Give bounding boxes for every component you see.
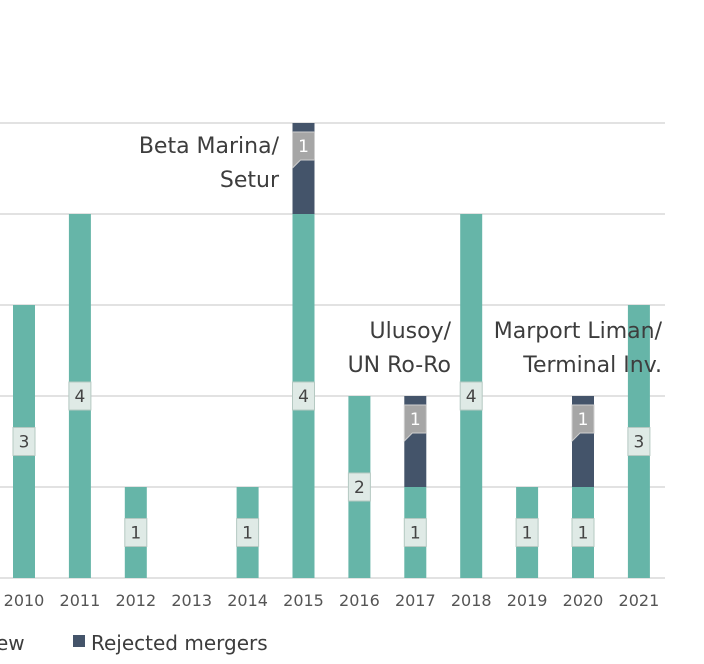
- legend-label-new-reviews: ew: [0, 631, 25, 655]
- data-label-2020-new: 1: [578, 524, 589, 544]
- x-tick-2019: 2019: [507, 591, 548, 610]
- data-label-box-2010-new: [12, 427, 36, 456]
- data-label-box-2015-rejected: [292, 131, 315, 170]
- x-tick-2016: 2016: [339, 591, 380, 610]
- data-label-box-2017-new: [403, 518, 427, 547]
- annotation-2017-line-2: UN Ro-Ro: [348, 353, 451, 378]
- data-label-2012-new: 1: [130, 524, 141, 544]
- data-label-box-2016-new: [347, 472, 371, 502]
- annotation-2020-line-1: Marport Liman/: [494, 319, 663, 344]
- data-label-2014-new: 1: [242, 524, 253, 544]
- data-label-box-2011-new: [68, 381, 92, 411]
- annotation-2020-line-2: Terminal Inv.: [522, 353, 662, 378]
- x-tick-2020: 2020: [563, 591, 604, 610]
- x-tick-2018: 2018: [451, 591, 492, 610]
- bars: [13, 123, 650, 578]
- annotation-2015-line-2: Setur: [220, 168, 280, 193]
- data-label-2015-new: 4: [298, 387, 309, 407]
- annotation-2015-line-1: Beta Marina/: [139, 134, 280, 159]
- data-label-box-2012-new: [124, 518, 148, 547]
- legend-swatch-rejected-mergers: [73, 635, 85, 647]
- data-label-box-2018-new: [459, 381, 483, 411]
- data-label-box-2020-new: [571, 518, 595, 547]
- x-axis-tick-labels: 2010 2011 2012 2013 2014 2015 2016 2017 2018 2019…: [4, 591, 660, 610]
- x-tick-2021: 2021: [619, 591, 660, 610]
- x-tick-2015: 2015: [283, 591, 324, 610]
- x-tick-2014: 2014: [227, 591, 268, 610]
- x-tick-2013: 2013: [171, 591, 212, 610]
- data-labels: 3 4 1 1 4 1 2 1 1 4 1 1 1 3: [12, 131, 651, 547]
- data-label-box-2020-rejected: [571, 404, 595, 443]
- data-label-2015-rejected: 1: [298, 137, 309, 157]
- x-tick-2012: 2012: [115, 591, 156, 610]
- legend: ew Rejected mergers: [0, 631, 268, 655]
- data-label-2017-new: 1: [410, 524, 421, 544]
- data-label-box-2015-new: [292, 381, 315, 411]
- annotation-2017-line-1: Ulusoy/: [369, 319, 451, 344]
- legend-label-rejected-mergers: Rejected mergers: [91, 631, 268, 655]
- annotations: Beta Marina/Setur Ulusoy/UN Ro-Ro Marport …: [139, 134, 663, 378]
- data-label-box-2017-rejected: [403, 404, 427, 443]
- x-tick-2011: 2011: [60, 591, 101, 610]
- data-label-box-2019-new: [515, 518, 539, 547]
- data-label-2019-new: 1: [522, 524, 533, 544]
- data-label-2011-new: 4: [74, 387, 85, 407]
- data-label-box-2014-new: [236, 518, 260, 547]
- data-label-2021-new: 3: [633, 433, 644, 453]
- data-label-2017-rejected: 1: [410, 410, 421, 430]
- data-label-2020-rejected: 1: [578, 410, 589, 430]
- data-label-2016-new: 2: [354, 478, 365, 498]
- data-label-box-2021-new: [627, 427, 651, 456]
- x-tick-2010: 2010: [4, 591, 45, 610]
- x-tick-2017: 2017: [395, 591, 436, 610]
- data-label-2010-new: 3: [19, 433, 30, 453]
- data-label-2018-new: 4: [466, 387, 477, 407]
- gridlines: [0, 122, 665, 579]
